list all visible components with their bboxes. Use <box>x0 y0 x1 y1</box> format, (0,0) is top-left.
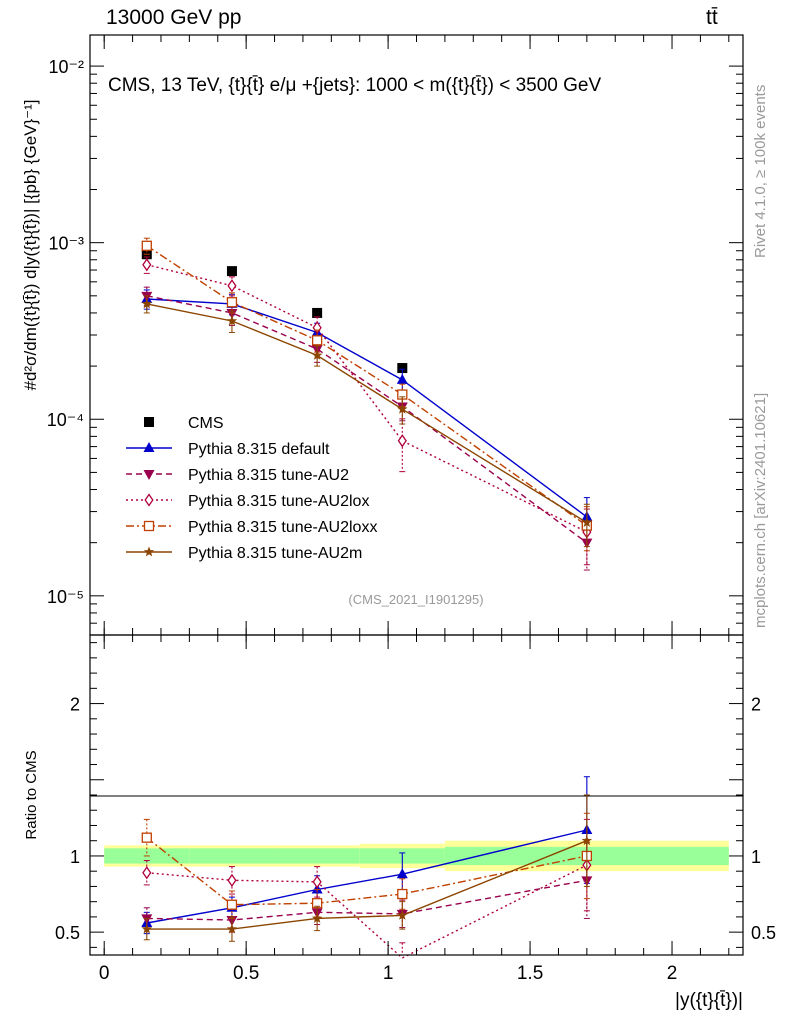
data-point <box>397 909 408 920</box>
uncertainty-band-inner <box>189 848 275 864</box>
series-line-pythia-8-315-default <box>146 298 588 518</box>
series-line-pythia-8-315-tune-au2 <box>146 879 587 921</box>
legend-entry: Pythia 8.315 default <box>126 441 330 458</box>
legend-label: Pythia 8.315 tune-AU2lox <box>188 493 369 510</box>
data-point <box>142 866 152 880</box>
series-pythia-8-315-tune-au2m <box>141 794 593 942</box>
series-cms <box>141 249 592 531</box>
legend-label: Pythia 8.315 default <box>188 441 330 458</box>
data-point <box>396 373 408 384</box>
data-point <box>226 297 238 308</box>
ratio-y-tick-label: 2 <box>70 695 80 715</box>
data-point <box>311 335 323 346</box>
y-tick-label: 10⁻⁴ <box>47 410 84 430</box>
x-axis-label: |y({t}{t̄})| <box>675 990 743 1011</box>
legend-entry: Pythia 8.315 tune-AU2loxx <box>126 519 377 536</box>
data-point <box>581 517 593 527</box>
legend-marker <box>144 417 154 427</box>
data-point <box>226 315 238 326</box>
series-pythia-8-315-tune-au2m <box>141 295 593 548</box>
data-point <box>397 363 408 374</box>
main-title: CMS, 13 TeV, {t}{t̄} e/μ +{jets}: 1000 <… <box>108 75 601 96</box>
data-point <box>226 923 238 934</box>
ratio-y-tick-label-right: 1 <box>751 847 761 867</box>
ratio-y-tick-label-right: 0.5 <box>751 923 776 943</box>
uncertainty-band-inner <box>274 848 360 864</box>
ratio-series-layer <box>141 776 593 959</box>
ratio-band-layer <box>104 840 729 872</box>
legend-marker <box>143 470 155 480</box>
legend-entry: Pythia 8.315 tune-AU2m <box>126 545 362 562</box>
energy-label: 13000 GeV pp <box>106 6 242 29</box>
analysis-tag: (CMS_2021_I1901295) <box>348 592 483 607</box>
legend-marker <box>144 493 154 507</box>
data-point <box>142 258 152 272</box>
data-point <box>311 912 323 923</box>
x-tick-label: 0.5 <box>233 963 259 984</box>
data-point <box>581 835 593 846</box>
y-tick-label: 10⁻² <box>48 57 84 77</box>
series-pythia-8-315-tune-au2lox <box>142 818 592 959</box>
legend-entry: CMS <box>144 415 224 432</box>
x-tick-label: 1 <box>383 963 394 984</box>
data-point <box>226 266 237 277</box>
main-panel: 10⁻⁵ 10⁻⁴ 10⁻³ 10⁻² CMS, 13 TeV, {t}{t̄} e/… <box>21 34 744 636</box>
data-point <box>141 923 152 934</box>
process-label: tt̄ <box>706 6 718 29</box>
legend-marker <box>143 546 155 557</box>
legend-label: Pythia 8.315 tune-AU2m <box>188 545 362 562</box>
y-tick-label: 10⁻³ <box>48 234 84 254</box>
legend: CMS Pythia 8.315 default Pythia 8.315 tune… <box>126 415 377 562</box>
data-point <box>311 349 323 360</box>
ratio-y-axis-label: Ratio to CMS <box>23 750 40 839</box>
data-point <box>227 279 237 293</box>
ratio-panel: 0.5 0.5 1 1 2 2 0 0.5 1 1.5 2 Ratio to CMS |y({t}{… <box>23 634 776 1011</box>
series-line-pythia-8-315-tune-au2lox <box>146 264 588 533</box>
y-tick-label: 10⁻⁵ <box>47 587 84 607</box>
ratio-axis-layer: 0.5 0.5 1 1 2 2 0 0.5 1 1.5 2 <box>55 635 776 984</box>
legend-entry: Pythia 8.315 tune-AU2 <box>126 467 349 484</box>
series-line-pythia-8-315-tune-au2m <box>146 303 588 524</box>
data-point <box>397 888 408 900</box>
legend-label: CMS <box>188 415 224 432</box>
ratio-y-tick-label: 1 <box>70 847 80 867</box>
ratio-y-tick-label-right: 2 <box>751 695 761 715</box>
data-point <box>226 899 238 910</box>
data-point <box>141 240 152 251</box>
data-point <box>397 434 407 448</box>
data-point <box>312 307 323 318</box>
data-point <box>141 832 152 843</box>
data-point <box>312 875 322 889</box>
data-point <box>141 298 152 309</box>
legend-marker <box>143 520 155 532</box>
legend-label: Pythia 8.315 tune-AU2 <box>188 467 349 484</box>
x-tick-label: 1.5 <box>517 963 543 984</box>
data-point <box>227 873 237 887</box>
x-tick-label: 0 <box>99 963 110 984</box>
main-y-axis-label: #d²σ/dm({t}{t̄}) d|y({t}{t̄})| [{pb} {Ge… <box>21 99 40 390</box>
main-axis-layer: 10⁻⁵ 10⁻⁴ 10⁻³ 10⁻² <box>47 35 743 636</box>
legend-marker <box>143 442 155 452</box>
ratio-frame <box>89 634 744 956</box>
main-series-layer <box>141 237 593 571</box>
data-point <box>397 403 408 414</box>
ratio-y-tick-label: 0.5 <box>55 923 80 943</box>
x-tick-label: 2 <box>667 963 678 984</box>
legend-label: Pythia 8.315 tune-AU2loxx <box>188 519 377 536</box>
legend-entry: Pythia 8.315 tune-AU2lox <box>126 493 369 510</box>
data-point <box>396 868 408 879</box>
